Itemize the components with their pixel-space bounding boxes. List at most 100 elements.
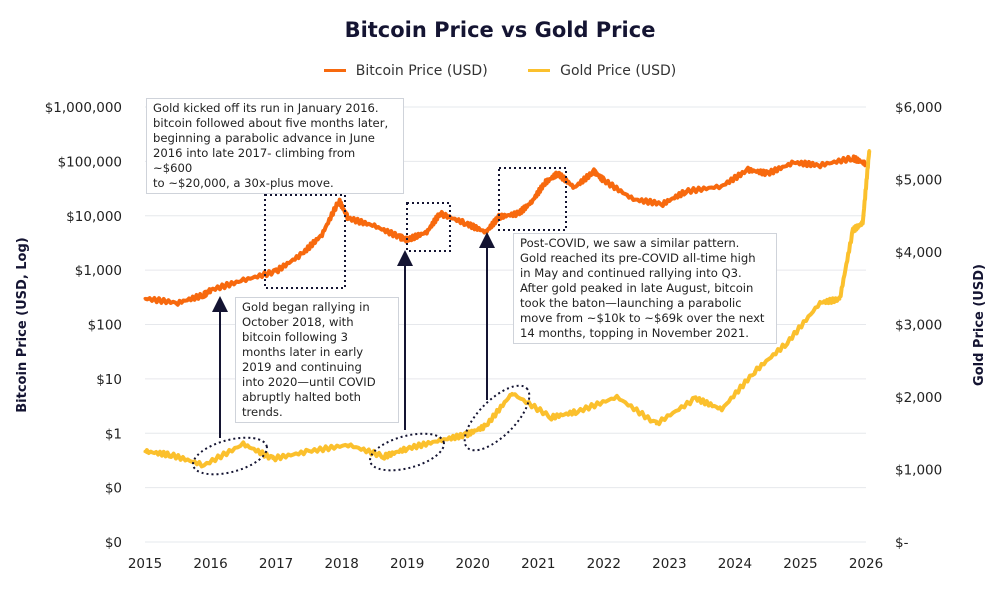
legend-item-bitcoin: Bitcoin Price (USD) [323, 62, 488, 79]
bitcoin-data-point [631, 197, 635, 201]
left-tick-label: $1,000,000 [45, 100, 122, 116]
bitcoin-data-point [720, 184, 724, 188]
x-tick-label: 2018 [324, 556, 358, 572]
bitcoin-data-point [792, 161, 796, 165]
highlight-ellipse-2016 [192, 436, 268, 476]
x-tick-label: 2023 [652, 556, 686, 572]
bitcoin-data-point [484, 230, 488, 234]
gold-data-point [307, 449, 311, 453]
gold-data-point [615, 395, 619, 399]
gold-data-point [382, 454, 386, 458]
gold-data-point [851, 228, 855, 232]
bitcoin-data-point [241, 278, 245, 282]
gold-series-line [143, 150, 872, 469]
gold-data-point [654, 422, 658, 426]
gold-data-point [510, 391, 514, 395]
x-tick-label: 2019 [390, 556, 424, 572]
gold-data-point [484, 424, 488, 428]
legend-swatch-bitcoin [323, 69, 346, 72]
legend-label-bitcoin: Bitcoin Price (USD) [355, 62, 488, 79]
right-tick-label: $1,000 [895, 463, 942, 479]
bitcoin-data-point [372, 224, 376, 228]
gold-data-point [405, 446, 409, 450]
legend-item-gold: Gold Price (USD) [528, 63, 676, 79]
gold-data-point [785, 341, 789, 345]
legend: Bitcoin Price (USD) Gold Price (USD) [0, 60, 1000, 79]
gold-data-point [720, 407, 724, 411]
x-tick-label: 2015 [128, 556, 162, 572]
bitcoin-data-point [543, 181, 547, 185]
right-tick-label: $- [895, 535, 909, 551]
highlight-ellipse-2019 [369, 432, 445, 472]
highlight-box-2021 [498, 167, 567, 231]
bitcoin-data-point [209, 288, 213, 292]
right-tick-label: $2,000 [895, 390, 942, 406]
annotation-2020: Post-COVID, we saw a similar pattern. Go… [513, 233, 777, 344]
bitcoin-data-point [176, 301, 180, 305]
left-tick-label: $100 [88, 318, 122, 334]
x-tick-label: 2017 [259, 556, 293, 572]
bitcoin-data-point [851, 156, 855, 160]
bitcoin-data-point [300, 252, 304, 256]
bitcoin-data-point [661, 202, 665, 206]
gold-data-point [753, 370, 757, 374]
x-tick-label: 2025 [783, 556, 817, 572]
x-tick-label: 2016 [193, 556, 227, 572]
left-tick-label: $0 [105, 481, 122, 497]
annotation-2018: Gold began rallying in October 2018, wit… [235, 297, 399, 423]
bitcoin-data-point [572, 186, 576, 190]
bitcoin-data-point [497, 215, 501, 219]
gold-data-point [818, 301, 822, 305]
bitcoin-data-point [464, 222, 468, 226]
bitcoin-data-point [602, 178, 606, 182]
right-tick-label: $5,000 [895, 173, 942, 189]
gold-data-point [346, 443, 350, 447]
bitcoin-data-point [399, 235, 403, 239]
gold-data-point [838, 297, 842, 301]
bitcoin-data-point [425, 230, 429, 234]
annotation-2016: Gold kicked off its run in January 2016.… [146, 98, 404, 194]
left-tick-label: $0 [105, 535, 122, 551]
right-axis-label: Gold Price (USD) [972, 264, 987, 386]
highlight-ellipse-2020 [463, 384, 531, 452]
bitcoin-data-point [202, 293, 206, 297]
bitcoin-data-point [274, 269, 278, 273]
bitcoin-data-point [556, 171, 560, 175]
gold-data-point [271, 457, 275, 461]
x-tick-label: 2026 [849, 556, 883, 572]
gold-data-point [169, 453, 173, 457]
bitcoin-data-point [684, 189, 688, 193]
gold-data-point [143, 449, 147, 453]
x-tick-label: 2022 [587, 556, 621, 572]
bitcoin-data-point [346, 216, 350, 220]
bitcoin-data-point [766, 171, 770, 175]
gold-data-point [694, 396, 698, 400]
bitcoin-data-point [438, 211, 442, 215]
bitcoin-data-point [530, 200, 534, 204]
highlight-box-2019 [406, 202, 451, 252]
x-tick-label: 2021 [521, 556, 555, 572]
highlight-box-2017 [264, 194, 346, 289]
bitcoin-data-point [337, 199, 341, 203]
bitcoin-data-point [143, 297, 147, 301]
chart-title: Bitcoin Price vs Gold Price [344, 18, 656, 42]
left-tick-label: $1 [105, 426, 122, 442]
right-tick-label: $6,000 [895, 100, 942, 116]
bitcoin-data-point [746, 168, 750, 172]
gold-data-point [202, 463, 206, 467]
gold-data-point [861, 221, 865, 225]
right-tick-label: $3,000 [895, 318, 942, 334]
bitcoin-data-point [517, 211, 521, 215]
left-tick-label: $10 [96, 372, 122, 388]
right-tick-label: $4,000 [895, 245, 942, 261]
left-tick-label: $10,000 [66, 209, 122, 225]
gold-data-point [241, 442, 245, 446]
gold-data-point [438, 439, 442, 442]
gold-data-point [549, 415, 553, 419]
legend-label-gold: Gold Price (USD) [560, 62, 677, 79]
left-tick-label: $1,000 [75, 263, 122, 279]
bitcoin-data-point [592, 170, 596, 174]
gold-data-point [576, 410, 580, 413]
left-tick-label: $100,000 [58, 154, 122, 170]
